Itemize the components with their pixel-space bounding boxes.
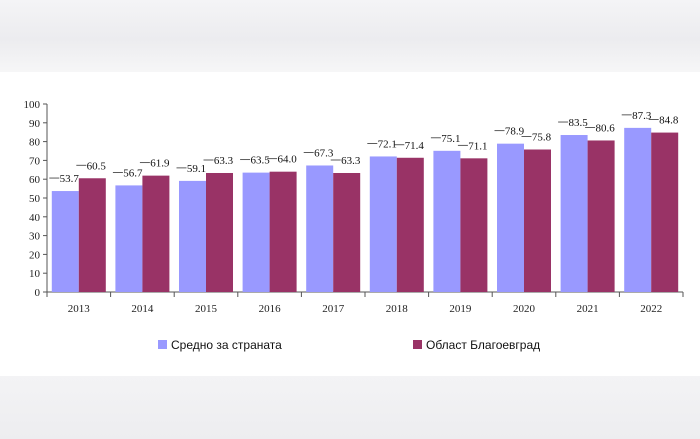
- bar-national: [497, 143, 524, 292]
- data-labels: 53.7 56.7 59.1 63.5 67.3 72.1 75.1 78.9 83.5 87.3…: [49, 110, 679, 185]
- data-label-blagoevgrad: 84.8: [659, 115, 679, 127]
- bar-blagoevgrad: [587, 140, 615, 292]
- y-axis-ticks: 0 10 20 30 40 50 60 70 80 90 100: [24, 99, 47, 299]
- legend-label: Област Благоевград: [426, 338, 540, 352]
- data-label-blagoevgrad: 75.8: [532, 131, 552, 143]
- bar-national: [242, 172, 270, 292]
- data-label-national: 87.3: [632, 110, 652, 122]
- x-tick-label: 2019: [449, 303, 472, 315]
- bar-national: [306, 165, 334, 292]
- bar-national: [369, 156, 397, 292]
- data-label-national: 78.9: [505, 126, 525, 138]
- bar-blagoevgrad: [396, 157, 424, 292]
- bar-national: [115, 185, 143, 292]
- y-tick-label: 30: [29, 231, 41, 243]
- background-band-bottom: [0, 376, 700, 439]
- bar-national: [179, 180, 206, 292]
- x-tick-label: 2017: [322, 303, 345, 315]
- data-label-blagoevgrad: 63.3: [214, 155, 234, 167]
- chart-bars: [51, 127, 679, 292]
- bar-national: [624, 127, 652, 292]
- data-label-blagoevgrad: 71.4: [405, 140, 425, 152]
- bar-blagoevgrad: [142, 175, 170, 292]
- y-tick-label: 100: [24, 99, 41, 111]
- y-tick-label: 40: [29, 212, 41, 224]
- chart-panel: 0 10 20 30 40 50 60 70 80 90 100 53.7 56.7 59.1 63.5 6…: [0, 72, 700, 376]
- background-band-top: [0, 0, 700, 72]
- x-tick-label: 2020: [513, 303, 536, 315]
- data-label-national: 72.1: [378, 138, 397, 150]
- data-label-national: 56.7: [123, 167, 143, 179]
- x-tick-label: 2014: [131, 303, 154, 315]
- bar-national: [433, 150, 461, 292]
- y-tick-label: 60: [29, 174, 41, 186]
- y-tick-label: 80: [29, 137, 41, 149]
- x-tick-label: 2013: [68, 303, 91, 315]
- data-label-blagoevgrad: 63.3: [341, 155, 361, 167]
- data-label-national: 59.1: [187, 163, 206, 175]
- y-tick-label: 20: [29, 249, 41, 261]
- data-label-blagoevgrad: 60.5: [87, 160, 107, 172]
- bar-blagoevgrad: [524, 149, 551, 292]
- bar-national: [51, 191, 79, 292]
- legend-swatch: [158, 340, 167, 349]
- y-tick-label: 10: [29, 268, 41, 280]
- y-tick-label: 0: [35, 287, 41, 299]
- data-label-national: 83.5: [568, 117, 588, 129]
- bar-chart: 0 10 20 30 40 50 60 70 80 90 100 53.7 56.7 59.1 63.5 6…: [24, 99, 684, 352]
- bar-blagoevgrad: [78, 178, 106, 292]
- data-label-national: 75.1: [441, 133, 460, 145]
- y-tick-label: 70: [29, 155, 41, 167]
- x-tick-label: 2016: [259, 303, 282, 315]
- legend-label: Средно за страната: [171, 338, 282, 352]
- bar-blagoevgrad: [460, 158, 488, 292]
- bar-blagoevgrad: [651, 132, 679, 292]
- x-axis-ticks: 2013 2014 2015 2016 2017 2018 2019 2020 2021 2022: [46, 292, 684, 315]
- y-tick-label: 90: [29, 118, 41, 130]
- x-tick-label: 2018: [386, 303, 409, 315]
- bar-blagoevgrad: [206, 172, 233, 292]
- x-tick-label: 2015: [195, 303, 218, 315]
- data-label-national: 67.3: [314, 147, 334, 159]
- data-label-blagoevgrad: 61.9: [150, 158, 170, 170]
- y-tick-label: 50: [29, 193, 41, 205]
- data-label-blagoevgrad: 71.1: [468, 140, 487, 152]
- bar-blagoevgrad: [269, 171, 297, 292]
- data-label-blagoevgrad: 80.6: [595, 122, 615, 134]
- data-label-national: 63.5: [250, 155, 270, 167]
- x-tick-label: 2022: [640, 303, 662, 315]
- legend-swatch: [413, 340, 422, 349]
- data-label-blagoevgrad: 64.0: [277, 154, 297, 166]
- bar-national: [560, 135, 588, 292]
- data-label-national: 53.7: [60, 173, 80, 185]
- x-tick-label: 2021: [577, 303, 599, 315]
- bar-blagoevgrad: [333, 172, 361, 292]
- chart-legend: Средно за страната Област Благоевград: [158, 338, 540, 352]
